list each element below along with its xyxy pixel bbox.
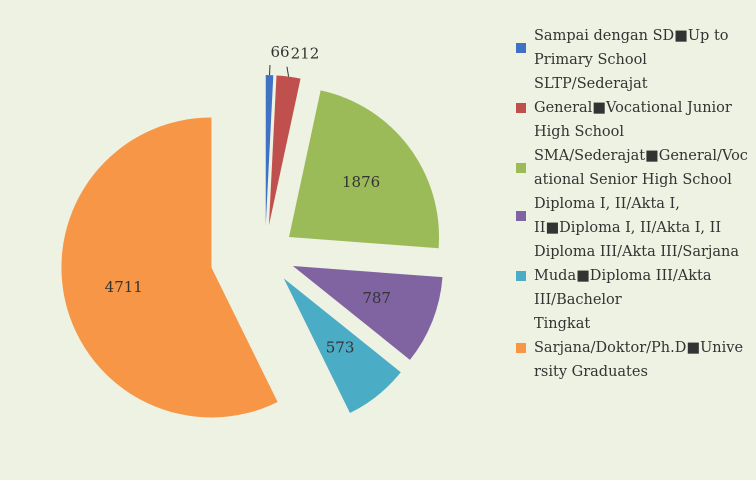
legend-swatch bbox=[516, 343, 526, 353]
legend-item: SMA/Sederajat■General/Vocational Senior … bbox=[516, 144, 752, 192]
legend-swatch bbox=[516, 271, 526, 281]
legend-item: SLTP/Sederajat General■Vocational Junior… bbox=[516, 72, 752, 144]
legend-swatch bbox=[516, 103, 526, 113]
data-label: 4711 bbox=[105, 278, 143, 296]
data-label: 787 bbox=[362, 289, 391, 307]
legend-swatch bbox=[516, 211, 526, 221]
legend-label: Tingkat Sarjana/Doktor/Ph.D■University G… bbox=[534, 316, 744, 380]
legend-item: Diploma I, II/Akta I, II■Diploma I, II/A… bbox=[516, 192, 752, 240]
data-label: 212 bbox=[291, 45, 320, 63]
legend-label: SMA/Sederajat■General/Vocational Senior … bbox=[534, 148, 748, 188]
pie-slice bbox=[283, 278, 401, 413]
legend-item: Tingkat Sarjana/Doktor/Ph.D■University G… bbox=[516, 312, 752, 384]
legend: Sampai dengan SD■Up to Primary School SLT… bbox=[516, 24, 752, 384]
data-label: 573 bbox=[326, 339, 355, 357]
data-label: 1876 bbox=[342, 173, 380, 191]
legend-swatch bbox=[516, 163, 526, 173]
pie-slice bbox=[268, 75, 301, 226]
pie-slice bbox=[292, 265, 443, 360]
pie-slice bbox=[61, 117, 278, 418]
pie-slice bbox=[265, 75, 274, 226]
pie-slice bbox=[289, 90, 440, 249]
legend-label: Diploma III/Akta III/Sarjana Muda■Diplom… bbox=[534, 244, 740, 308]
legend-item: Sampai dengan SD■Up to Primary School bbox=[516, 24, 752, 72]
legend-item: Diploma III/Akta III/Sarjana Muda■Diplom… bbox=[516, 240, 752, 312]
legend-label: Sampai dengan SD■Up to Primary School bbox=[534, 28, 729, 68]
leader-line bbox=[286, 66, 290, 77]
legend-swatch bbox=[516, 43, 526, 53]
legend-label: SLTP/Sederajat General■Vocational Junior… bbox=[534, 76, 732, 140]
data-label: 66 bbox=[270, 43, 289, 61]
legend-label: Diploma I, II/Akta I, II■Diploma I, II/A… bbox=[534, 196, 722, 236]
